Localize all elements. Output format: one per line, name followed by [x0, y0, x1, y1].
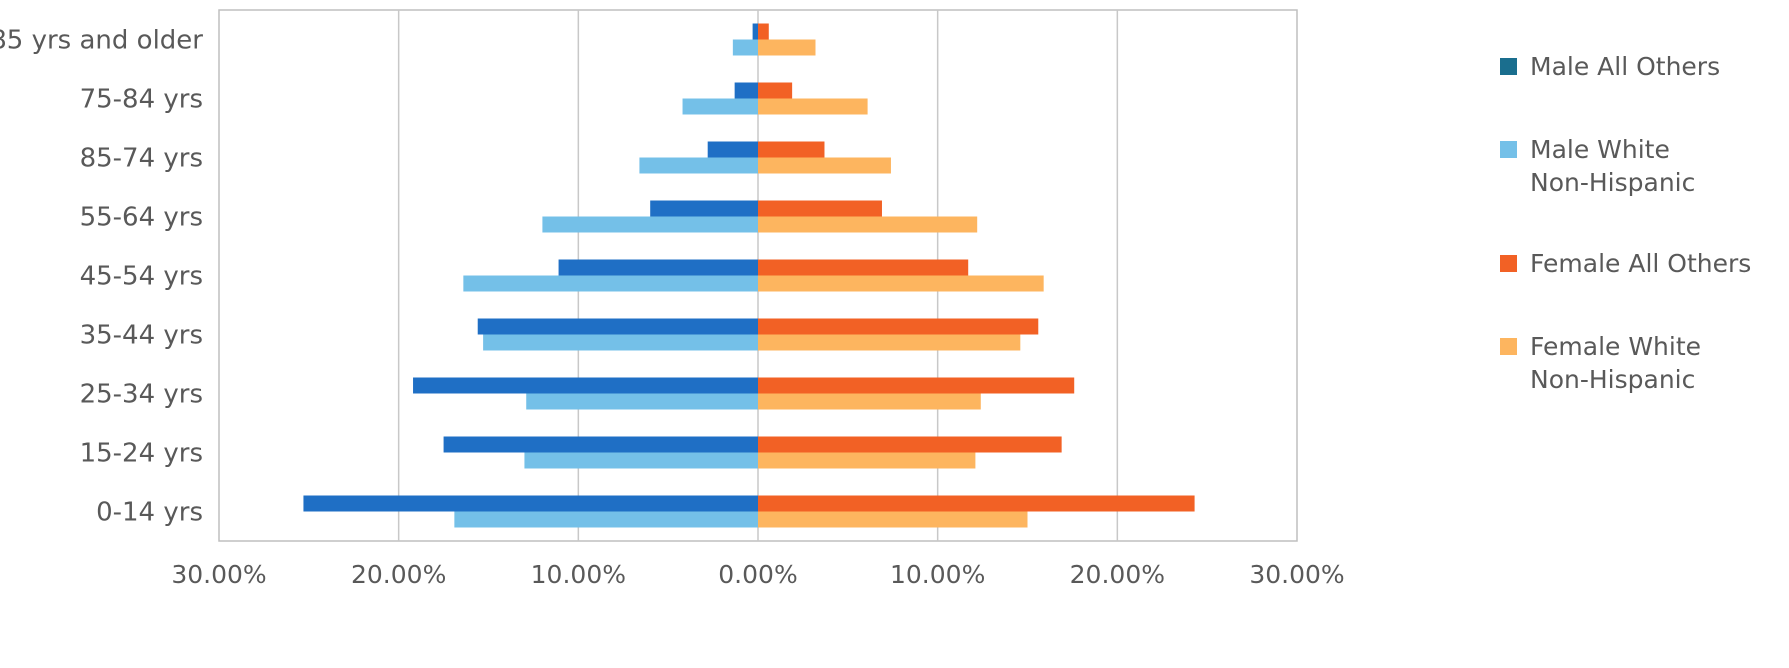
bar — [650, 200, 758, 217]
x-tick-label: 10.00% — [531, 560, 626, 589]
category-label: 25-34 yrs — [80, 380, 203, 410]
bars — [303, 23, 1195, 528]
bar — [413, 377, 758, 394]
bar — [682, 98, 758, 115]
bar — [443, 436, 758, 453]
bar — [303, 495, 758, 512]
bar — [483, 334, 758, 351]
legend-label: Male White — [1530, 135, 1670, 164]
legend-label: Non-Hispanic — [1530, 365, 1696, 394]
bar — [758, 334, 1021, 351]
category-label: 45-54 yrs — [80, 262, 203, 292]
legend-item: Male All Others — [1500, 50, 1780, 83]
x-tick-label: 10.00% — [890, 560, 985, 589]
legend-label: Male All Others — [1530, 52, 1721, 81]
bar — [758, 157, 891, 174]
legend-label: Non-Hispanic — [1530, 168, 1696, 197]
bar — [758, 39, 816, 56]
bar — [454, 511, 758, 528]
x-tick-label: 30.00% — [1249, 560, 1344, 589]
category-label: 55-64 yrs — [80, 203, 203, 233]
bar — [758, 377, 1075, 394]
legend-swatch — [1500, 141, 1517, 158]
category-labels: 85 yrs and older 75-84 yrs 85-74 yrs 55-64 … — [0, 26, 203, 528]
x-tick-label: 20.00% — [1070, 560, 1165, 589]
legend-swatch — [1500, 58, 1517, 75]
bar — [734, 82, 758, 99]
category-label: 85-74 yrs — [80, 144, 203, 174]
bar — [477, 318, 758, 335]
category-label: 75-84 yrs — [80, 85, 203, 115]
bar — [758, 275, 1044, 292]
x-tick-label: 20.00% — [351, 560, 446, 589]
x-tick-label: 30.00% — [171, 560, 266, 589]
bar — [758, 495, 1195, 512]
category-label: 85 yrs and older — [0, 26, 203, 56]
bar — [758, 452, 976, 469]
bar — [707, 141, 758, 158]
bar — [758, 318, 1039, 335]
bar — [758, 98, 868, 115]
bar — [758, 82, 793, 99]
category-label: 15-24 yrs — [80, 439, 203, 469]
bar — [542, 216, 758, 233]
bar — [758, 216, 978, 233]
bar — [758, 511, 1028, 528]
x-tick-label: 0.00% — [718, 560, 797, 589]
bar — [758, 141, 825, 158]
bar — [752, 23, 758, 40]
bar — [524, 452, 758, 469]
bar — [558, 259, 758, 276]
legend-item: Female All Others — [1500, 247, 1780, 280]
legend-swatch — [1500, 255, 1517, 272]
legend-item: Male White Non-Hispanic — [1500, 133, 1780, 199]
legend-item: Female White Non-Hispanic — [1500, 330, 1780, 396]
bar — [758, 23, 769, 40]
bar — [463, 275, 758, 292]
bar — [758, 393, 981, 410]
x-tick-labels: 30.00% 20.00% 10.00% 0.00% 10.00% 20.00% 30.00… — [171, 560, 1344, 589]
legend-label: Female White — [1530, 332, 1702, 361]
bar — [758, 200, 882, 217]
legend-swatch — [1500, 338, 1517, 355]
bar — [758, 259, 969, 276]
bar — [639, 157, 758, 174]
legend-label: Female All Others — [1530, 249, 1752, 278]
bar — [732, 39, 758, 56]
category-label: 35-44 yrs — [80, 321, 203, 351]
bar — [526, 393, 758, 410]
bar — [758, 436, 1062, 453]
chart-legend: Male All Others Male White Non-Hispanic Fem… — [1500, 50, 1780, 396]
category-label: 0-14 yrs — [96, 498, 203, 528]
